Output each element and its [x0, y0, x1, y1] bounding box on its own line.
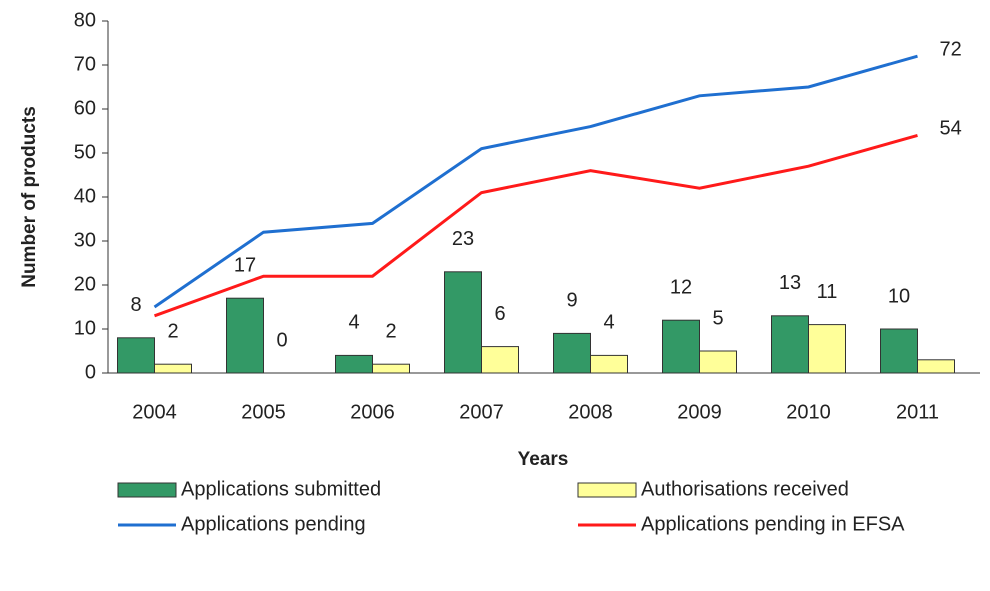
bar	[917, 359, 955, 374]
data-label: 54	[940, 118, 962, 140]
y-tick-label: 50	[74, 141, 96, 163]
x-tick-label: 2010	[786, 401, 831, 423]
x-tick-label: 2011	[896, 401, 939, 423]
bar	[880, 328, 918, 374]
bar	[372, 363, 410, 374]
y-tick-label: 0	[85, 361, 96, 383]
data-label: 4	[348, 312, 359, 334]
x-axis-label: Years	[518, 449, 569, 470]
bar	[481, 346, 519, 374]
bar	[808, 324, 846, 374]
data-label: 12	[670, 276, 692, 298]
data-label: 0	[276, 329, 287, 351]
legend-label: Applications submitted	[181, 478, 381, 500]
x-tick-label: 2005	[241, 401, 286, 423]
line	[153, 133, 918, 318]
line	[153, 54, 918, 309]
data-label: 4	[603, 312, 614, 334]
y-tick-label: 40	[74, 185, 96, 207]
y-tick-label: 20	[74, 273, 96, 295]
y-tick-label: 80	[74, 9, 96, 31]
bar	[590, 354, 628, 374]
bar	[335, 354, 373, 374]
x-tick-label: 2007	[459, 401, 504, 423]
bar	[662, 319, 700, 374]
bar	[154, 363, 192, 374]
data-label: 5	[712, 307, 723, 329]
y-tick-label: 30	[74, 229, 96, 251]
data-label: 9	[566, 290, 577, 312]
y-tick-label: 10	[74, 317, 96, 339]
x-tick-label: 2006	[350, 401, 395, 423]
data-label: 10	[888, 285, 910, 307]
legend-swatch	[117, 482, 177, 498]
data-label: 23	[452, 228, 474, 250]
data-label: 6	[494, 303, 505, 325]
bar	[117, 337, 155, 374]
y-axis-label: Number of products	[19, 106, 40, 288]
data-label: 72	[940, 38, 962, 60]
data-label: 17	[234, 254, 256, 276]
data-label: 2	[385, 320, 396, 342]
data-label: 11	[817, 281, 838, 303]
x-tick-label: 2008	[568, 401, 613, 423]
data-label: 8	[130, 294, 141, 316]
data-label: 13	[779, 272, 801, 294]
legend-label: Applications pending in EFSA	[641, 513, 905, 535]
data-label: 2	[167, 320, 178, 342]
bar	[699, 350, 737, 374]
y-tick-label: 60	[74, 97, 96, 119]
legend-label: Applications pending	[181, 513, 366, 535]
bar	[771, 315, 809, 374]
x-tick-label: 2009	[677, 401, 722, 423]
x-tick-label: 2004	[132, 401, 177, 423]
bar	[444, 271, 482, 374]
legend-label: Authorisations received	[641, 478, 849, 500]
bar	[226, 297, 264, 374]
y-tick-label: 70	[74, 53, 96, 75]
bar	[553, 332, 591, 374]
legend-swatch	[577, 482, 637, 498]
